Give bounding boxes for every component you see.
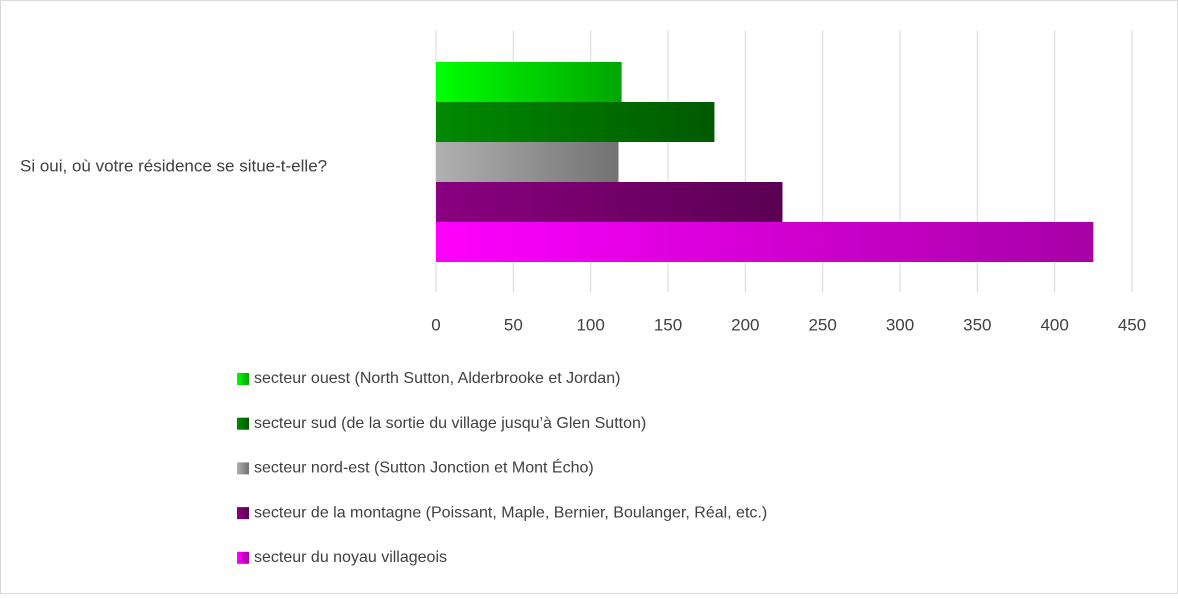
x-tick-label: 300 (886, 315, 914, 334)
bar-shade (436, 222, 1094, 262)
legend-swatch-shade (237, 373, 249, 385)
x-tick-label: 250 (808, 315, 836, 334)
legend-swatch-shade (237, 462, 249, 475)
bar-shade (436, 142, 619, 182)
x-tick-label: 400 (1040, 315, 1068, 334)
bar-shade (436, 182, 783, 222)
legend-swatch-shade (237, 417, 249, 430)
x-tick-label: 350 (963, 315, 991, 334)
y-tick-label: Si oui, où votre résidence se situe-t-el… (20, 156, 327, 175)
legend-label: secteur de la montagne (Poissant, Maple,… (254, 504, 767, 521)
x-tick-label: 150 (654, 315, 682, 334)
x-tick-label: 450 (1118, 315, 1146, 334)
legend-label: secteur nord-est (Sutton Jonction et Mon… (254, 458, 594, 477)
x-tick-label: 200 (731, 315, 759, 334)
x-tick-label: 100 (576, 315, 604, 334)
legend-label: secteur sud (de la sortie du village jus… (254, 415, 646, 432)
legend-label: secteur du noyau villageois (254, 549, 447, 566)
legend-swatch-shade (237, 507, 249, 520)
legend-swatch-shade (237, 551, 249, 564)
bar-shade (436, 62, 622, 102)
x-tick-label: 0 (431, 315, 440, 334)
bar-shade (436, 102, 715, 142)
legend-label: secteur ouest (North Sutton, Alderbrooke… (254, 370, 620, 387)
x-tick-label: 50 (504, 315, 523, 334)
